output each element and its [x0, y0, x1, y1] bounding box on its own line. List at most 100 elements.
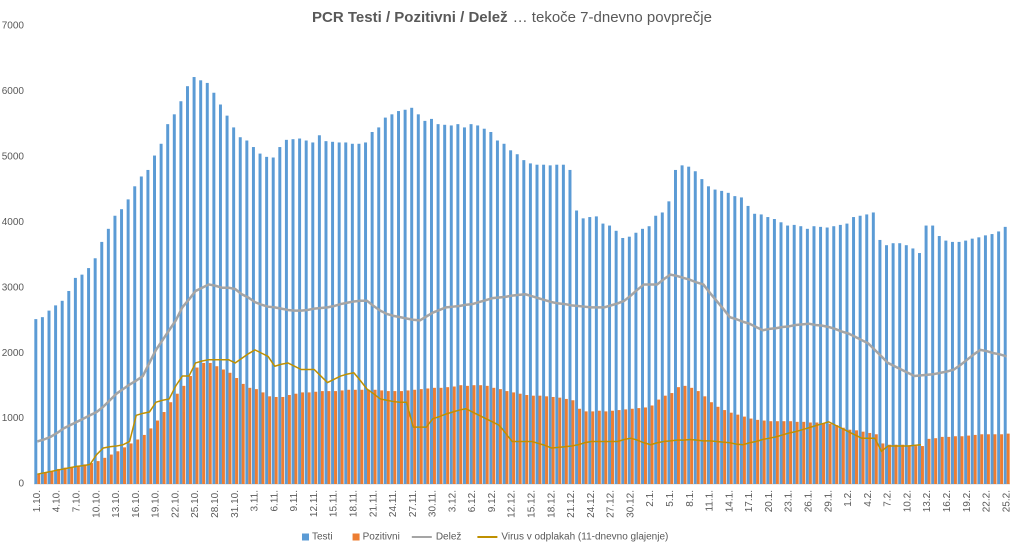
x-tick-label: 15.11. [329, 490, 340, 517]
bar [100, 241, 104, 484]
bar [449, 125, 453, 485]
bar [931, 225, 935, 485]
bar [957, 241, 961, 484]
x-tick-label: 13.10. [111, 490, 122, 518]
x-tick-label: 23.1. [784, 490, 795, 512]
bar [364, 142, 368, 484]
bar [482, 128, 486, 485]
bar [225, 115, 229, 484]
bar [287, 395, 291, 484]
bar [390, 114, 394, 484]
bar [317, 135, 321, 484]
bar [828, 423, 832, 484]
x-tick-label: 15.12. [527, 490, 538, 518]
bar [772, 219, 776, 484]
bar [676, 387, 680, 484]
bar [742, 416, 746, 484]
x-tick-label: 25.2. [1001, 490, 1012, 512]
bar [723, 410, 727, 484]
bar [733, 196, 737, 484]
bar [432, 387, 436, 484]
bar [238, 137, 242, 484]
bar [977, 237, 981, 484]
bar [531, 395, 535, 484]
x-tick-label: 9.12. [487, 490, 498, 512]
bar [43, 472, 47, 484]
bar [927, 438, 931, 484]
bar [169, 402, 173, 484]
legend-swatch [302, 533, 309, 541]
bar [805, 228, 809, 484]
bar [331, 141, 335, 484]
x-tick-label: 30.11. [428, 490, 439, 517]
y-tick-label: 3000 [2, 282, 25, 293]
x-tick-label: 19.10. [151, 490, 162, 518]
bar [337, 142, 341, 484]
bar [281, 396, 285, 484]
bar [416, 114, 420, 484]
bar [753, 213, 757, 484]
x-tick-label: 3.12. [447, 490, 458, 512]
bar [153, 155, 156, 484]
x-tick-label: 18.12. [546, 490, 557, 518]
bar [891, 243, 895, 484]
bar [159, 143, 163, 484]
bar [386, 391, 390, 484]
bar [709, 402, 713, 484]
x-tick-label: 28.10. [210, 490, 221, 518]
bar [344, 142, 348, 484]
bar [443, 124, 447, 484]
bar [861, 431, 865, 484]
bar [63, 467, 67, 484]
bar [986, 434, 990, 484]
bar [146, 169, 150, 484]
bar [591, 411, 595, 484]
bar [571, 400, 575, 484]
bar [192, 77, 196, 484]
bar [70, 466, 74, 484]
bar [762, 420, 766, 484]
bar [693, 171, 697, 484]
bar [885, 245, 888, 484]
bar [845, 223, 849, 484]
x-tick-label: 27.11. [408, 490, 419, 517]
bar [489, 131, 493, 484]
y-tick-label: 6000 [2, 86, 25, 97]
bar [881, 443, 885, 484]
bar [584, 411, 588, 484]
bar [835, 425, 839, 484]
bar [327, 391, 331, 484]
bar [759, 214, 763, 485]
bar [456, 124, 460, 485]
bar [446, 387, 450, 484]
bar [825, 227, 829, 484]
x-tick-label: 30.12. [625, 490, 636, 518]
bar [166, 124, 170, 485]
bar [525, 395, 529, 484]
bar [852, 217, 856, 484]
bar [400, 391, 403, 484]
bar [907, 445, 911, 484]
bar [997, 231, 1001, 484]
bar [254, 389, 258, 484]
bar [608, 225, 612, 485]
bar [515, 154, 519, 485]
x-tick-label: 4.10. [52, 490, 63, 512]
bar [865, 214, 869, 485]
bar [736, 414, 740, 484]
bar [50, 471, 54, 484]
bar [726, 192, 730, 485]
x-tick-label: 11.1. [705, 490, 716, 512]
bar [670, 393, 674, 484]
x-tick-label: 6.12. [467, 490, 478, 512]
bar [542, 164, 546, 485]
bar [683, 385, 687, 484]
bar [749, 418, 753, 484]
bar [775, 421, 779, 484]
bar [509, 150, 513, 485]
bar [265, 156, 269, 484]
x-tick-label: 13.2. [922, 490, 933, 512]
bar [436, 124, 440, 485]
bar [746, 205, 750, 484]
x-tick-label: 14.1. [724, 490, 735, 512]
